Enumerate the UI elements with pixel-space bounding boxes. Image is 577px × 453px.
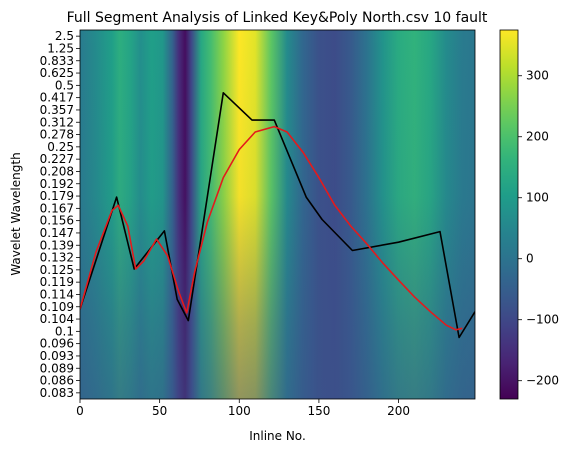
y-tick-label: 0.167: [40, 201, 74, 215]
x-tick-label: 0: [76, 404, 84, 418]
colorbar-tick-label: 100: [526, 191, 549, 205]
x-tick-label: 100: [228, 404, 251, 418]
y-tick-label: 0.179: [40, 189, 74, 203]
colorbar-tick-label: 0: [526, 252, 534, 266]
y-tick-label: 0.089: [40, 361, 74, 375]
heatmap: [80, 30, 475, 399]
plot-frame: [79, 29, 476, 400]
y-tick-label: 0.139: [40, 238, 74, 252]
y-tick-label: 0.417: [40, 91, 74, 105]
y-tick-label: 0.312: [40, 115, 74, 129]
y-tick-label: 0.083: [40, 386, 74, 400]
colorbar-ticks: −200 −100 0 100 200 300: [518, 69, 559, 388]
colorbar-frame: [499, 29, 519, 400]
y-tick-label: 0.208: [40, 164, 74, 178]
colorbar-gradient-bar: [500, 30, 518, 399]
y-tick-label: 0.625: [40, 66, 74, 80]
y-tick-label: 0.156: [40, 214, 74, 228]
y-tick-label: 0.227: [40, 152, 74, 166]
y-tick-label: 0.192: [40, 177, 74, 191]
y-tick-label: 0.125: [40, 263, 74, 277]
y-tick-label: 0.25: [47, 140, 74, 154]
x-tick-label: 50: [152, 404, 167, 418]
y-tick-label: 1.25: [47, 41, 74, 55]
y-tick-label: 0.833: [40, 54, 74, 68]
y-tick-label: 0.1: [55, 324, 74, 338]
colorbar-tick-label: −200: [526, 374, 559, 388]
x-tick-label: 150: [307, 404, 330, 418]
y-axis-label: Wavelet Wavelength: [9, 152, 23, 275]
y-tick-label: 0.114: [40, 287, 74, 301]
colorbar: −200 −100 0 100 200 300: [499, 29, 559, 400]
x-axis: 0 50 100 150 200: [76, 399, 410, 418]
y-tick-label: 0.5: [55, 78, 74, 92]
y-tick-label: 0.104: [40, 312, 74, 326]
heatmap-fade: [80, 30, 475, 399]
y-axis: 2.51.250.8330.6250.50.4170.3570.3120.278…: [40, 29, 80, 400]
series-line-2: [80, 125, 463, 331]
y-tick-label: 0.093: [40, 349, 74, 363]
y-tick-label: 0.086: [40, 374, 74, 388]
y-tick-label: 0.357: [40, 103, 74, 117]
y-tick-label: 0.132: [40, 251, 74, 265]
y-tick-label: 2.5: [55, 29, 74, 43]
x-axis-label: Inline No.: [249, 429, 306, 443]
colorbar-tick-label: 200: [526, 130, 549, 144]
chart-title: Full Segment Analysis of Linked Key&Poly…: [67, 10, 488, 26]
y-tick-label: 0.278: [40, 128, 74, 142]
series-layer: [80, 92, 475, 339]
colorbar-tick-label: 300: [526, 69, 549, 83]
y-tick-label: 0.096: [40, 337, 74, 351]
y-tick-label: 0.109: [40, 300, 74, 314]
y-tick-label: 0.119: [40, 275, 74, 289]
colorbar-tick-label: −100: [526, 313, 559, 327]
y-tick-label: 0.147: [40, 226, 74, 240]
x-tick-label: 200: [387, 404, 410, 418]
